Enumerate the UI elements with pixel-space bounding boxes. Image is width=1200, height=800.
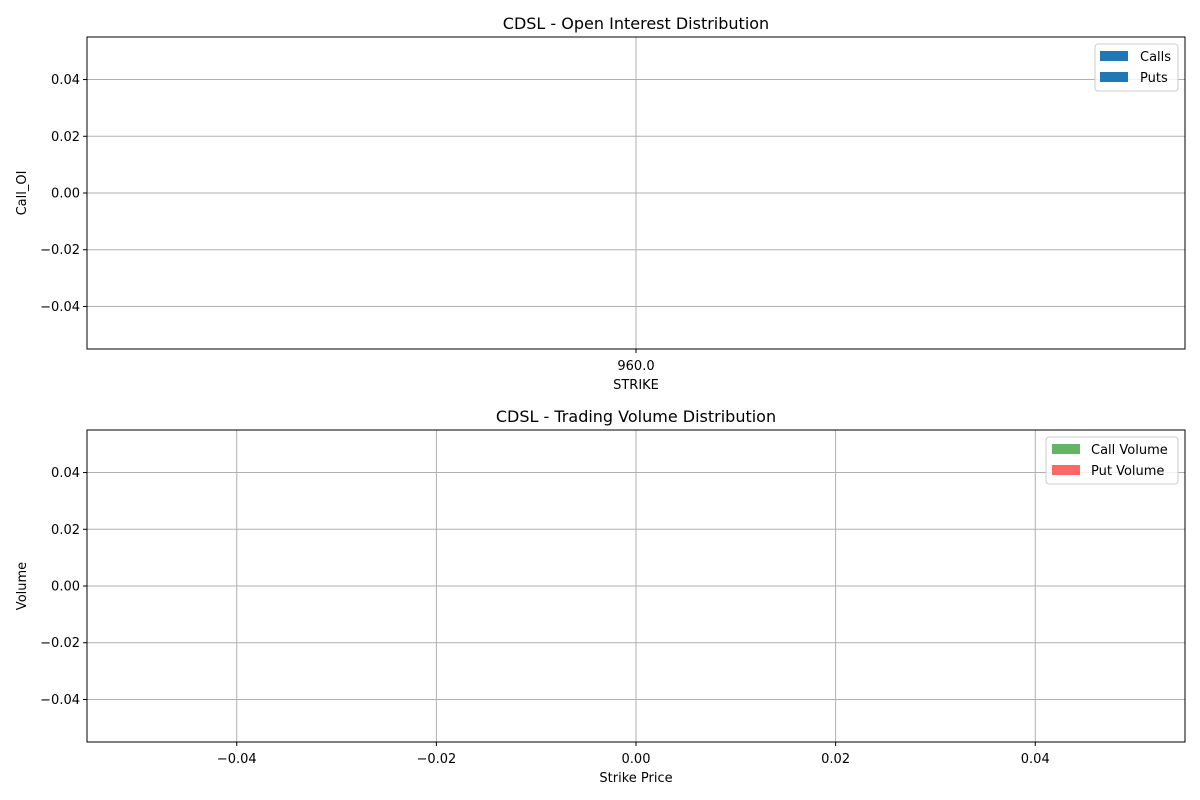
oi-y-tick-label: −0.02 bbox=[40, 243, 80, 258]
volume-x-tick-label: 0.04 bbox=[1021, 752, 1050, 767]
oi-y-axis-label: Call_OI bbox=[15, 171, 30, 216]
oi-gridlines bbox=[87, 37, 1185, 349]
legend-put-volume-swatch bbox=[1052, 465, 1080, 475]
volume-x-tick-label: −0.02 bbox=[416, 752, 456, 767]
oi-legend: Calls Puts bbox=[1094, 43, 1179, 92]
volume-y-tick-label: 0.02 bbox=[51, 523, 80, 538]
legend-calls-label: Calls bbox=[1140, 50, 1171, 65]
volume-chart: CDSL - Trading Volume Distribution −0.04… bbox=[15, 407, 1186, 786]
oi-chart: CDSL - Open Interest Distribution −0.04−… bbox=[15, 14, 1186, 393]
volume-y-tick-label: 0.00 bbox=[51, 580, 80, 595]
volume-y-tick-label: −0.04 bbox=[40, 693, 80, 708]
volume-y-tick-label: 0.04 bbox=[51, 466, 80, 481]
volume-x-axis-ticks: −0.04 −0.02 0.00 0.02 0.04 bbox=[217, 742, 1050, 767]
oi-x-axis-ticks: 960.0 bbox=[617, 349, 655, 374]
oi-y-tick-label: −0.04 bbox=[40, 300, 80, 315]
legend-puts-swatch bbox=[1100, 72, 1128, 82]
volume-x-tick-label: 0.00 bbox=[622, 752, 651, 767]
oi-x-tick-label: 960.0 bbox=[617, 359, 654, 374]
oi-y-tick-label: 0.00 bbox=[51, 187, 80, 202]
oi-y-tick-label: 0.02 bbox=[51, 130, 80, 145]
volume-legend: Call Volume Put Volume bbox=[1045, 436, 1179, 485]
volume-y-axis-label: Volume bbox=[15, 562, 30, 610]
volume-x-axis-label: Strike Price bbox=[599, 771, 672, 786]
volume-chart-title: CDSL - Trading Volume Distribution bbox=[496, 407, 776, 426]
volume-y-axis-ticks: −0.04 −0.02 0.00 0.02 0.04 bbox=[40, 466, 87, 708]
legend-calls-swatch bbox=[1100, 51, 1128, 61]
legend-put-volume-label: Put Volume bbox=[1091, 464, 1164, 479]
volume-x-tick-label: −0.04 bbox=[217, 752, 257, 767]
legend-call-volume-swatch bbox=[1052, 444, 1080, 454]
oi-x-axis-label: STRIKE bbox=[613, 378, 659, 393]
volume-gridlines bbox=[87, 430, 1185, 742]
legend-call-volume-label: Call Volume bbox=[1091, 443, 1168, 458]
volume-y-tick-label: −0.02 bbox=[40, 636, 80, 651]
volume-x-tick-label: 0.02 bbox=[821, 752, 850, 767]
oi-y-tick-label: 0.04 bbox=[51, 73, 80, 88]
oi-y-axis-ticks: −0.04 −0.02 0.00 0.02 0.04 bbox=[40, 73, 87, 315]
oi-chart-title: CDSL - Open Interest Distribution bbox=[503, 14, 769, 33]
legend-puts-label: Puts bbox=[1140, 71, 1168, 86]
